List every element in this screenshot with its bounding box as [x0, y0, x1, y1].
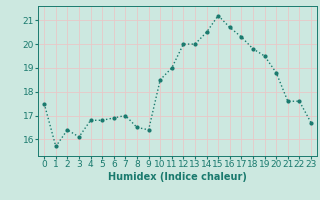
X-axis label: Humidex (Indice chaleur): Humidex (Indice chaleur) [108, 172, 247, 182]
